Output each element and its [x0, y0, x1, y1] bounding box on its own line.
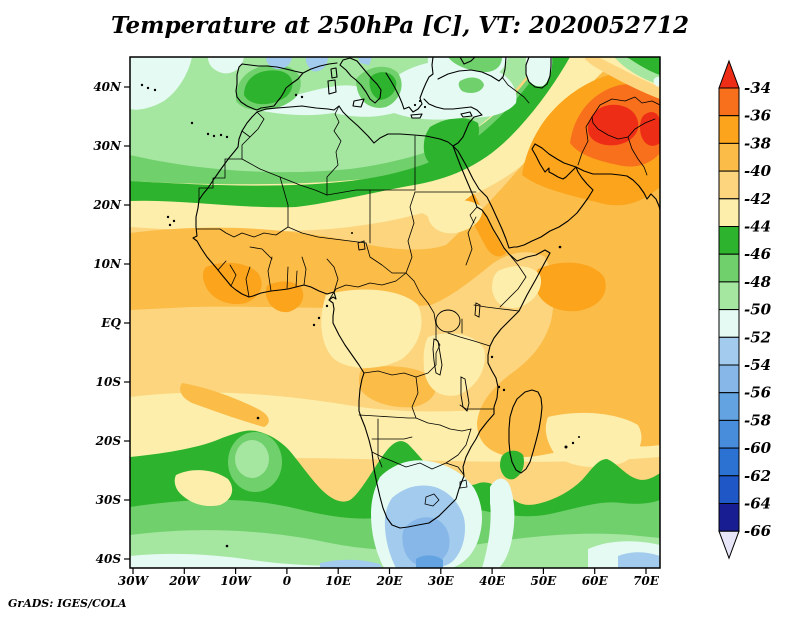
x-tick-label: 20W: [168, 574, 201, 588]
colorbar-label: -62: [744, 467, 771, 485]
lakes: [357, 240, 481, 412]
colorbar-segment: [718, 336, 740, 366]
colorbar-segment: [718, 170, 740, 200]
colorbar-segment: [718, 87, 740, 117]
colorbar-segment: [718, 447, 740, 477]
colorbar-segment: [718, 142, 740, 172]
temperature-field: [130, 57, 660, 568]
y-tick-label: 20S: [95, 434, 122, 448]
colorbar-segment: [718, 115, 740, 144]
colorbar-segment: [718, 198, 740, 228]
x-tick-label: 10W: [221, 574, 253, 588]
colorbar-label: -34: [744, 79, 771, 97]
axis-ticks: [124, 86, 647, 574]
country-borders: [196, 76, 660, 507]
x-tick-label: 50E: [530, 574, 557, 588]
colorbar-segment: [718, 503, 740, 532]
colorbar-label: -60: [744, 439, 772, 457]
colorbar-label: -66: [744, 522, 772, 540]
y-tick-label: 20N: [92, 198, 122, 212]
x-tick-label: 10E: [325, 574, 352, 588]
colorbar-bottom-arrow: [718, 530, 740, 560]
colorbar-segment: [718, 475, 740, 504]
y-tick-label: 40S: [96, 552, 122, 566]
x-tick-label: 30W: [118, 574, 150, 588]
colorbar-segment: [718, 309, 740, 338]
x-tick-label: 30E: [428, 574, 455, 588]
x-tick-label: 40E: [479, 574, 506, 588]
colorbar-segment: [718, 253, 740, 283]
colorbar-label: -38: [744, 134, 772, 152]
colorbar-segment: [718, 364, 740, 394]
colorbar-segment: [718, 226, 740, 255]
colorbar-label: -64: [744, 495, 771, 513]
colorbar-label: -44: [744, 218, 771, 236]
y-tick-label: EQ: [100, 316, 121, 330]
island-dots: [140, 83, 580, 548]
y-tick-label: 40N: [93, 80, 122, 94]
colorbar-top-arrow: [718, 59, 740, 89]
x-tick-label: 0: [283, 574, 292, 588]
plot-title: Temperature at 250hPa [C], VT: 202005271…: [111, 12, 689, 39]
y-tick-label: 30S: [96, 493, 122, 507]
map-frame: [129, 56, 661, 569]
colorbar-segment: [718, 281, 740, 311]
colorbar-label: -58: [744, 411, 772, 429]
colorbar-label: -40: [744, 162, 772, 180]
x-tick-label: 70E: [633, 574, 660, 588]
colorbar-label: -46: [744, 245, 772, 263]
y-tick-label: 10N: [93, 257, 122, 271]
colorbar-label: -50: [744, 301, 772, 319]
y-tick-label: 30N: [93, 139, 122, 153]
colorbar-label: -48: [744, 273, 772, 291]
colorbar-segment: [718, 419, 740, 449]
x-axis-labels: 30W 20W 10W 0 10E 20E 30E 40E 50E 60E 70E: [118, 574, 660, 588]
colorbar-label: -52: [744, 328, 771, 346]
colorbar-label: -56: [744, 384, 772, 402]
x-tick-label: 60E: [582, 574, 609, 588]
coastlines: [192, 57, 660, 529]
colorbar: [718, 59, 740, 560]
colorbar-labels: -34 -36 -38 -40 -42 -44 -46 -48 -50 -52 -54 -56 -58 -…: [744, 79, 772, 540]
y-tick-label: 10S: [96, 375, 122, 389]
colorbar-label: -54: [744, 356, 771, 374]
colorbar-segment: [718, 392, 740, 421]
colorbar-label: -36: [744, 107, 772, 125]
credit-text: GrADS: IGES/COLA: [8, 597, 127, 610]
colorbar-label: -42: [744, 190, 771, 208]
x-tick-label: 20E: [376, 574, 404, 588]
y-axis-labels: 40N 30N 20N 10N EQ 10S 20S 30S 40S: [92, 80, 122, 566]
